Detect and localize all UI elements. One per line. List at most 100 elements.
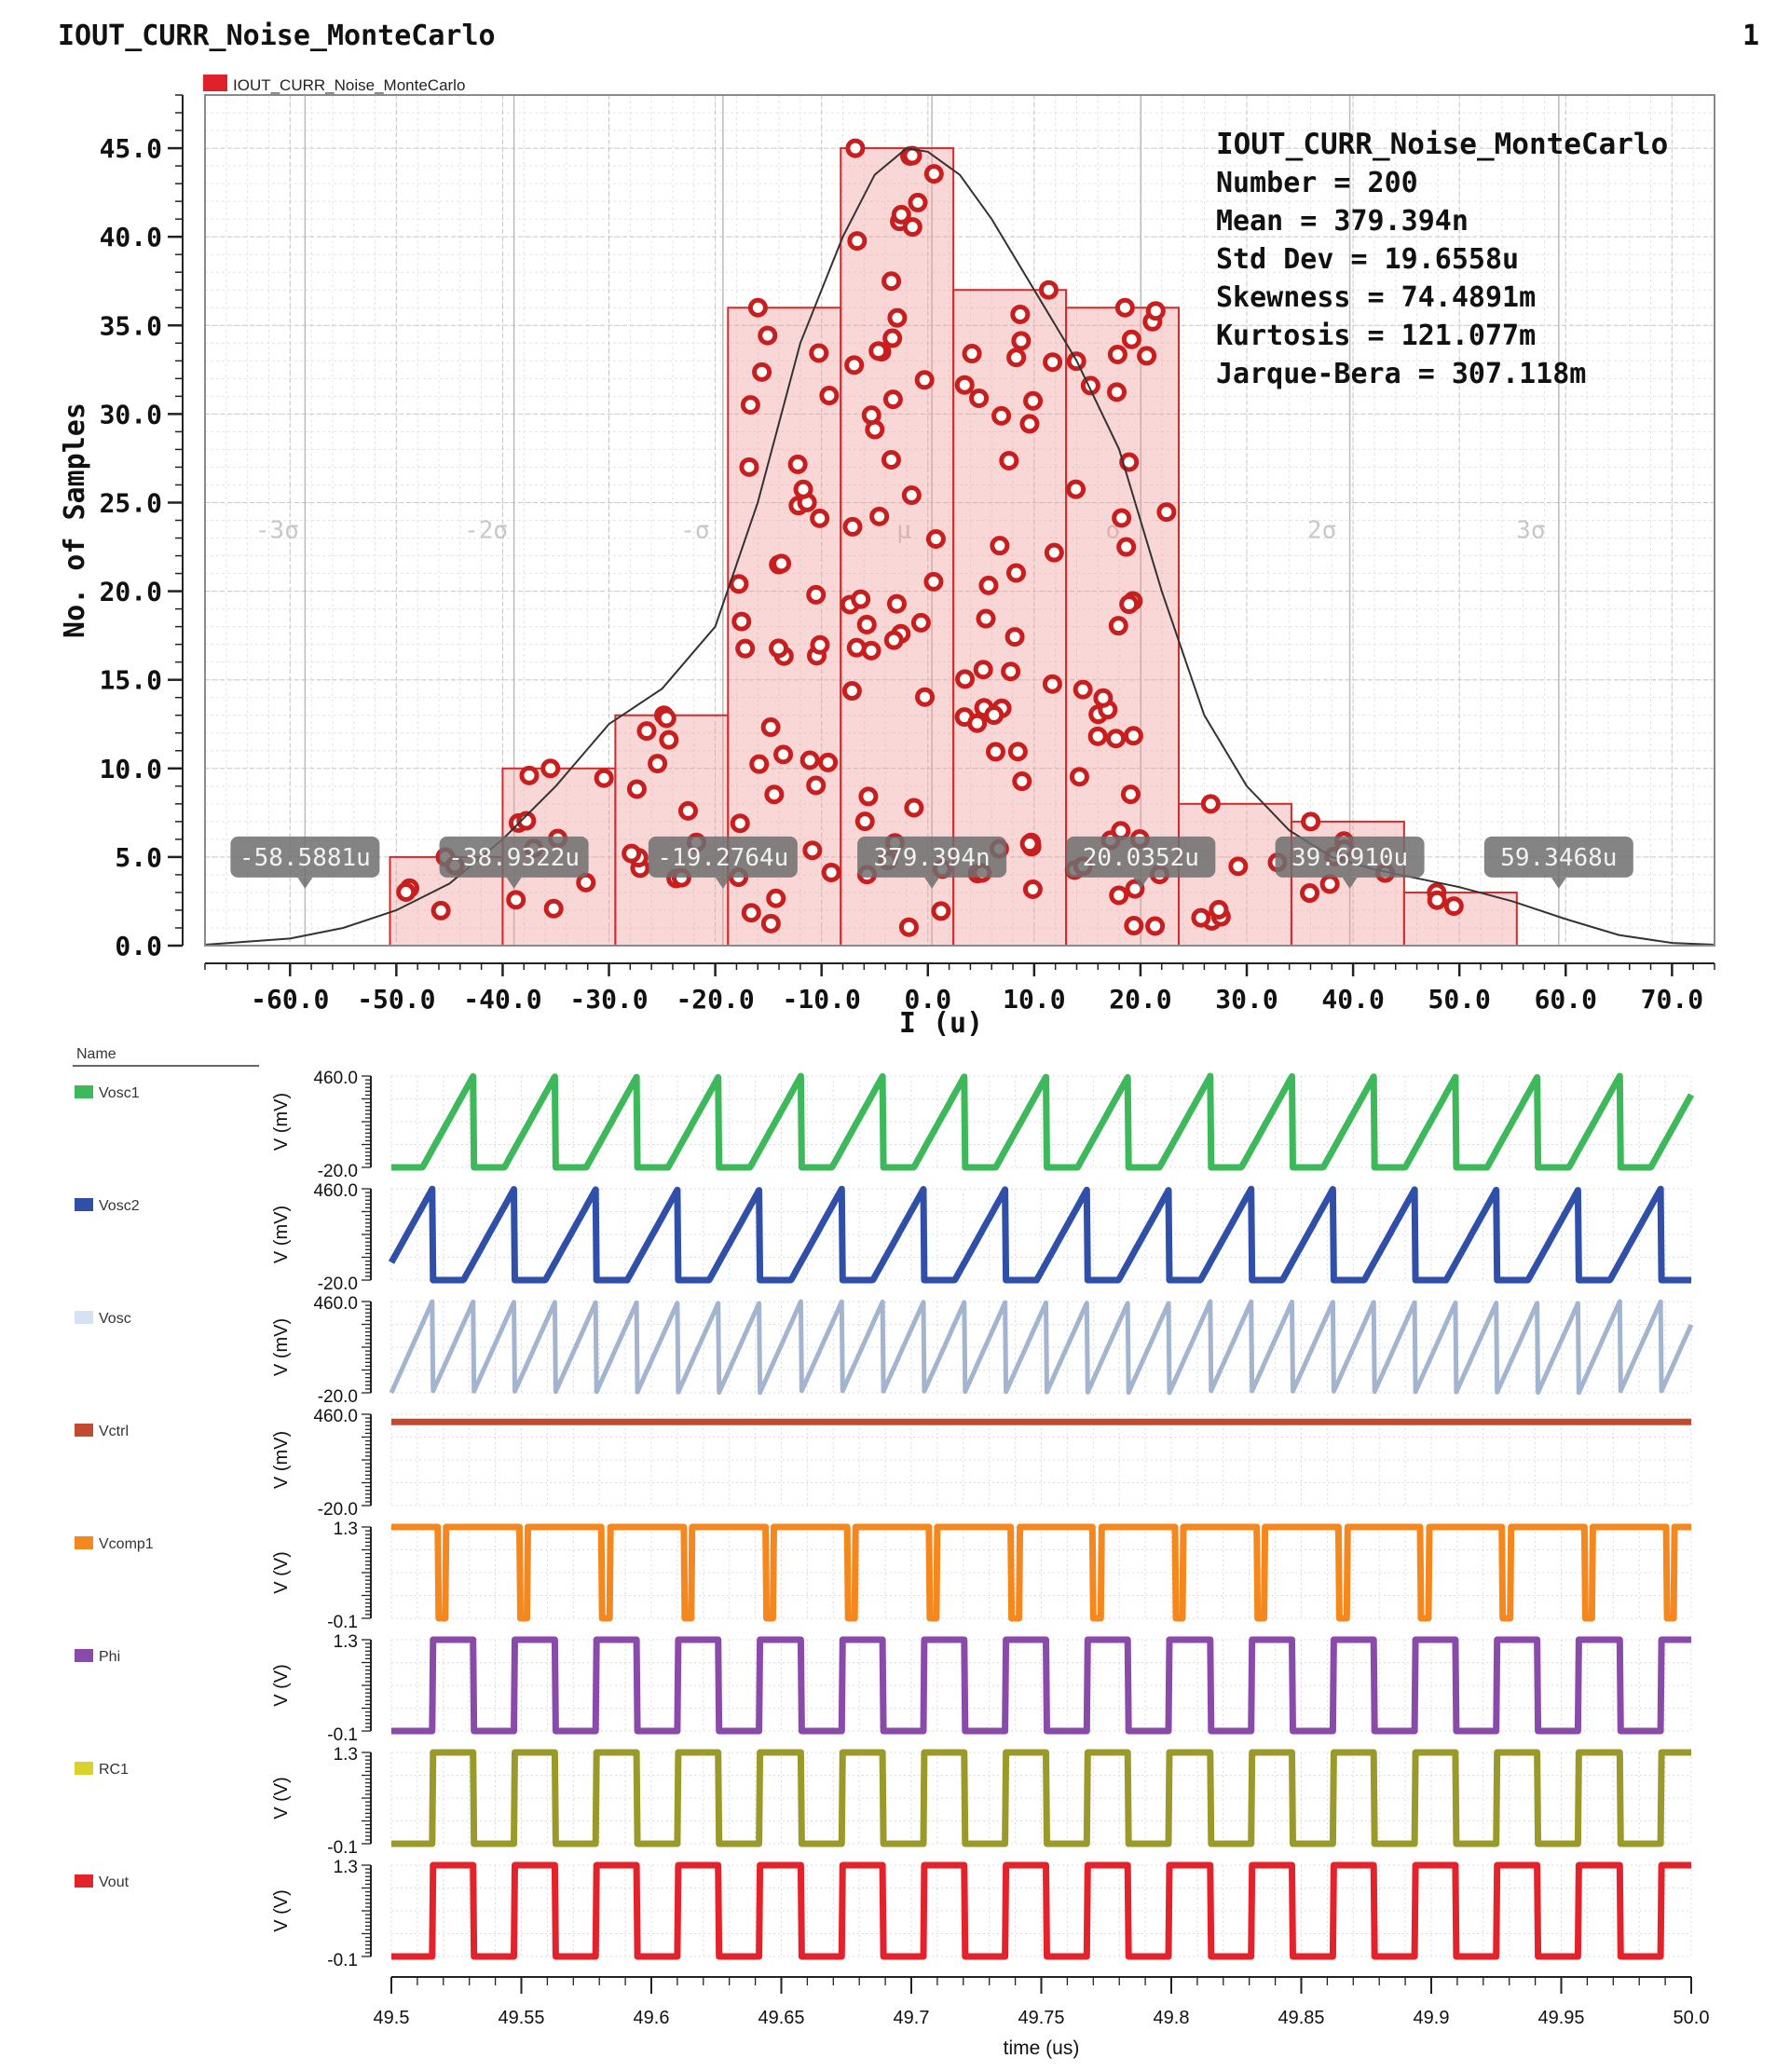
sigma-marker-label: 20.0352u xyxy=(1083,844,1199,872)
y-tick-label-bottom: -20.0 xyxy=(318,1500,358,1520)
y-axis-label: V (V) xyxy=(271,1551,292,1594)
waveform-rc1 xyxy=(389,1749,1694,1847)
legend-label: Phi xyxy=(99,1649,120,1665)
legend-swatch xyxy=(75,1649,93,1662)
sample-point xyxy=(810,508,830,528)
sigma-marker-label: 379.394n xyxy=(873,844,990,872)
sample-point xyxy=(1109,885,1129,906)
sample-point xyxy=(540,758,561,779)
sample-point xyxy=(923,571,944,592)
sample-point xyxy=(886,593,907,614)
sigma-marker-box xyxy=(857,836,1007,878)
sample-point xyxy=(973,660,993,680)
sample-point xyxy=(1006,348,1027,368)
y-tick-label-bottom: -0.1 xyxy=(327,1838,358,1858)
legend-swatch xyxy=(203,75,227,91)
sample-point xyxy=(506,890,526,910)
waveform-vosc2 xyxy=(388,1185,1694,1284)
waveform-vcomp1 xyxy=(389,1523,1694,1622)
sample-point xyxy=(978,575,999,595)
sample-point xyxy=(741,903,761,923)
y-tick-label: 25.0 xyxy=(100,487,162,518)
y-axis-label: V (V) xyxy=(271,1664,292,1707)
sample-point xyxy=(1022,879,1043,899)
sigma-marker-pointer xyxy=(1133,877,1149,889)
sample-point xyxy=(1107,382,1127,402)
sigma-marker-box xyxy=(1275,836,1425,878)
sample-point xyxy=(1066,479,1086,499)
x-tick-label: 50.0 xyxy=(1674,2008,1710,2028)
sample-point xyxy=(869,506,890,526)
sigma-marker-pointer xyxy=(297,877,313,889)
legend-swatch xyxy=(75,1198,93,1211)
sample-point xyxy=(1116,537,1137,557)
x-tick-label: 30.0 xyxy=(1215,984,1278,1015)
sample-point xyxy=(1106,729,1127,749)
sample-point xyxy=(1012,771,1032,792)
y-tick-label: 30.0 xyxy=(100,399,162,429)
x-tick-label: 49.8 xyxy=(1154,2008,1190,2028)
legend-label: Vcomp1 xyxy=(99,1536,154,1552)
legend-label: IOUT_CURR_Noise_MonteCarlo xyxy=(233,76,465,94)
y-axis-label: V (mV) xyxy=(271,1093,292,1151)
x-tick-label: 49.85 xyxy=(1278,2008,1324,2028)
sample-point xyxy=(758,325,778,346)
sample-point xyxy=(985,742,1005,762)
sample-point xyxy=(1006,563,1027,583)
sample-point xyxy=(842,516,863,537)
sample-point xyxy=(1119,452,1140,472)
sample-point xyxy=(1301,811,1321,832)
sigma-label: -σ xyxy=(680,517,709,545)
sample-point xyxy=(861,405,881,426)
legend-label: Vosc xyxy=(99,1311,131,1327)
sigma-marker-box xyxy=(1483,836,1633,878)
sample-point xyxy=(626,779,647,799)
sample-point xyxy=(735,638,756,659)
sample-point xyxy=(1443,896,1464,917)
sample-point xyxy=(747,297,768,318)
sample-point xyxy=(1073,679,1093,700)
sample-point xyxy=(923,164,944,184)
sample-point xyxy=(1145,301,1166,321)
sample-point xyxy=(1228,856,1249,877)
sample-point xyxy=(793,479,813,499)
sample-point xyxy=(1007,742,1028,762)
y-tick-label-top: 460.0 xyxy=(313,1181,358,1201)
sample-point xyxy=(984,705,1004,726)
x-tick-label: 50.0 xyxy=(1428,984,1490,1015)
waveform-row-phi: Phi 1.3 -0.1 V (V) xyxy=(75,1632,1694,1745)
waveform-row-vout: Vout 1.3 -0.1 V (V) xyxy=(75,1858,1694,1970)
x-tick-label: 70.0 xyxy=(1641,984,1703,1015)
x-tick-label: 40.0 xyxy=(1321,984,1384,1015)
waveform-row-vctrl: Vctrl 460.0 -20.0 V (mV) xyxy=(75,1407,1694,1520)
x-tick-label: 49.6 xyxy=(634,2008,670,2028)
x-tick-label: -30.0 xyxy=(569,984,648,1015)
sample-point xyxy=(1043,352,1063,373)
sample-point xyxy=(764,784,785,805)
sample-point xyxy=(856,614,877,634)
sigma-marker-label: 39.6910u xyxy=(1291,844,1408,872)
histogram-chart: -3σ-2σ-σμσ2σ3σ-58.5881u-38.9322u-19.2764… xyxy=(59,75,1715,1040)
sample-point xyxy=(1119,594,1140,615)
sample-point xyxy=(1123,726,1143,746)
sample-point xyxy=(904,797,924,818)
sigma-label: μ xyxy=(896,517,911,545)
stats-line: Std Dev = 19.6558u xyxy=(1216,243,1519,276)
sigma-label: 2σ xyxy=(1307,517,1336,545)
sample-point xyxy=(730,813,750,834)
sample-point xyxy=(908,192,928,212)
x-tick-label: -20.0 xyxy=(676,984,754,1015)
sample-point xyxy=(868,341,889,361)
sample-point xyxy=(891,204,911,225)
sample-point xyxy=(516,811,537,831)
y-tick-label-top: 1.3 xyxy=(334,1745,358,1765)
x-tick-label: -50.0 xyxy=(357,984,435,1015)
legend-swatch xyxy=(75,1085,93,1098)
sample-point xyxy=(1023,390,1044,411)
y-tick-label-bottom: -20.0 xyxy=(318,1275,358,1294)
sample-point xyxy=(1191,907,1211,928)
stats-title: IOUT_CURR_Noise_MonteCarlo xyxy=(1216,128,1668,161)
sample-point xyxy=(396,881,417,902)
sample-point xyxy=(806,775,827,796)
sample-point xyxy=(809,343,829,363)
